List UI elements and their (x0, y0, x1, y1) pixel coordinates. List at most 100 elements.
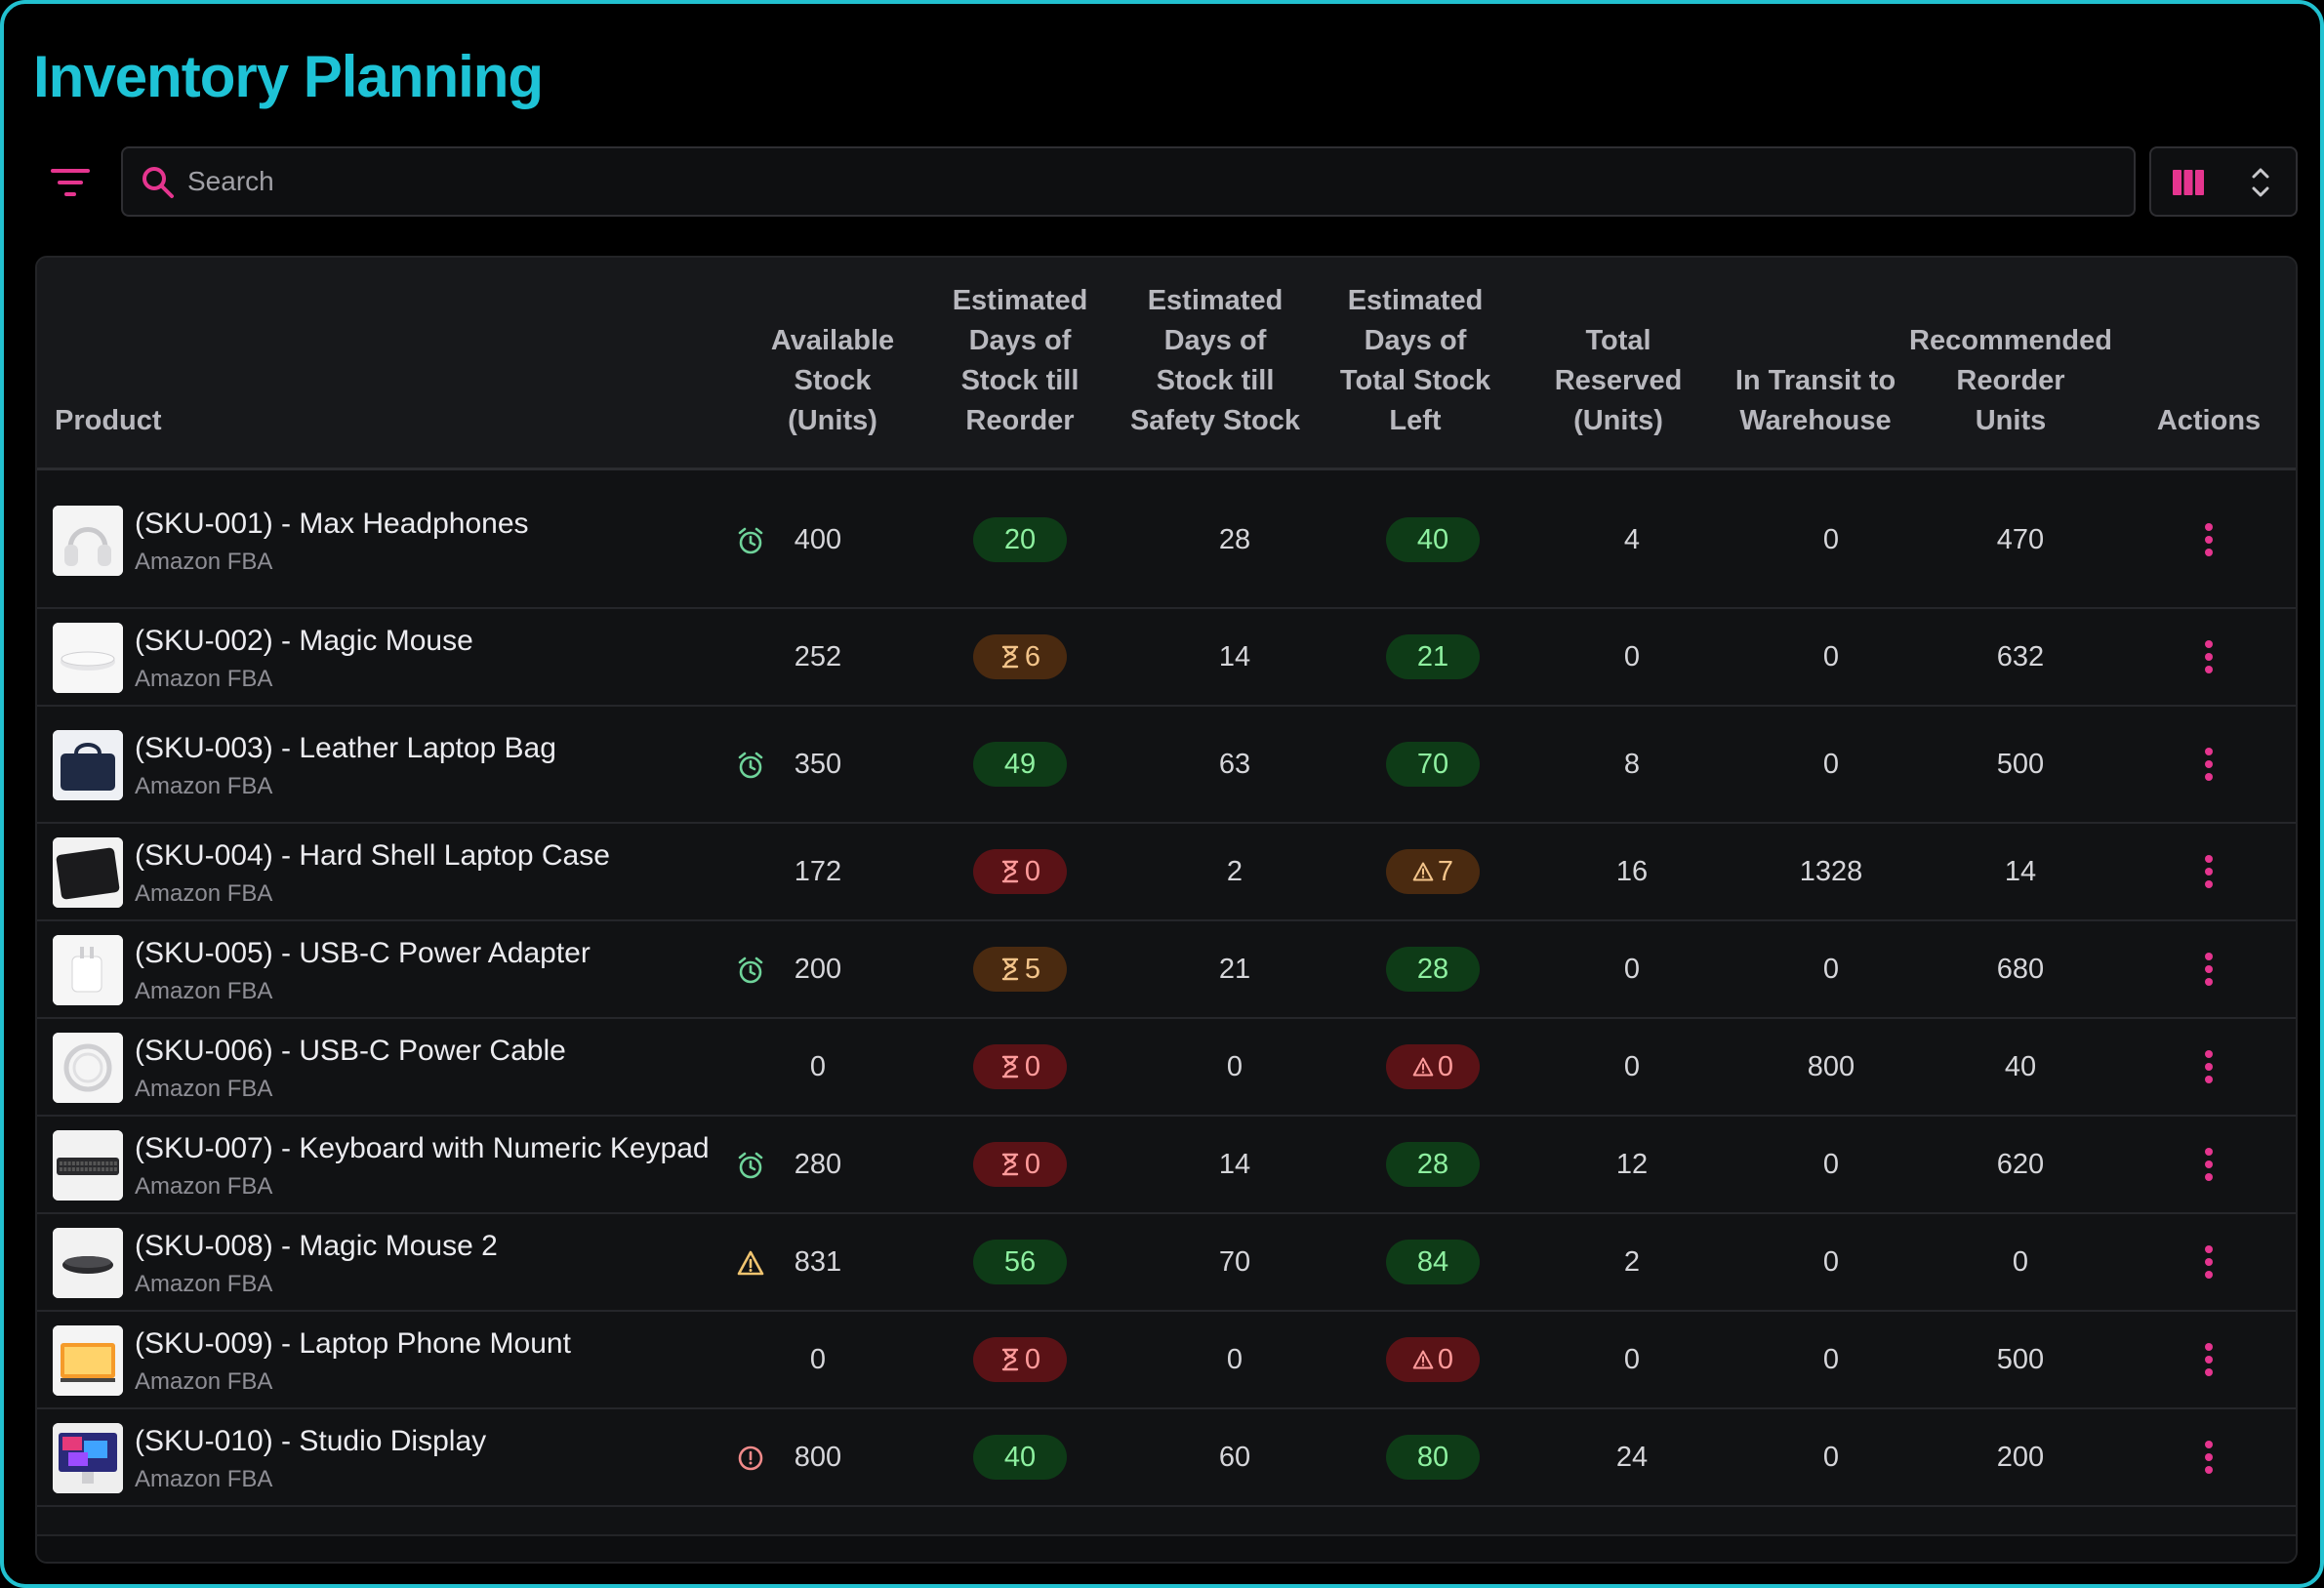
more-vertical-icon (2205, 953, 2213, 986)
alarm-clock-icon (738, 752, 763, 779)
days-safety-value: 2 (1226, 855, 1244, 887)
recommended-reorder-value: 500 (1996, 748, 2045, 780)
product-name[interactable]: (SKU-009) - Laptop Phone Mount (135, 1327, 571, 1360)
product-thumbnail (53, 1033, 123, 1103)
days-total-badge: 84 (1386, 1240, 1480, 1284)
table-row[interactable]: (SKU-010) - Studio Display Amazon FBA 800 4… (37, 1409, 2296, 1507)
product-thumbnail (53, 1228, 123, 1298)
days-total-value: 7 (1437, 855, 1454, 887)
table-row[interactable]: (SKU-003) - Leather Laptop Bag Amazon FBA… (37, 707, 2296, 824)
header-line: Reorder (965, 405, 1075, 436)
filter-button[interactable] (47, 163, 94, 202)
in-transit-value: 0 (1822, 953, 1840, 985)
row-actions-button[interactable] (2116, 472, 2296, 607)
header-line: Total (1585, 325, 1651, 356)
days-reorder-value: 0 (1024, 1148, 1041, 1180)
total-reserved-value: 0 (1623, 640, 1641, 672)
search-input[interactable] (187, 148, 2120, 215)
days-reorder-cell: 20 (927, 472, 1113, 607)
header-product[interactable]: Product (55, 258, 347, 470)
row-actions-button[interactable] (2116, 1019, 2296, 1115)
table-row[interactable]: (SKU-009) - Laptop Phone Mount Amazon FBA… (37, 1312, 2296, 1409)
days-total-value: 28 (1416, 1148, 1449, 1180)
product-name[interactable]: (SKU-005) - USB-C Power Adapter (135, 937, 591, 969)
warning-icon (1412, 1057, 1434, 1077)
warning-triangle-icon (737, 1250, 764, 1276)
more-vertical-icon (2205, 1245, 2213, 1279)
in-transit-value: 0 (1822, 1245, 1840, 1278)
product-name[interactable]: (SKU-010) - Studio Display (135, 1425, 487, 1457)
row-actions-button[interactable] (2116, 707, 2296, 822)
days-total-badge: 80 (1386, 1435, 1480, 1480)
days-total-value: 80 (1416, 1441, 1449, 1473)
table-row[interactable]: (SKU-002) - Magic Mouse Amazon FBA 252 6 14 2… (37, 609, 2296, 707)
header-recommended-label: Recommended Reorder Units (1909, 321, 2112, 441)
header-available-stock[interactable]: Available Stock (Units) (720, 258, 945, 470)
product-name[interactable]: (SKU-001) - Max Headphones (135, 508, 529, 540)
available-stock-value: 172 (794, 856, 842, 887)
days-total-badge: 7 (1386, 849, 1480, 894)
days-total-cell: 21 (1335, 609, 1530, 705)
header-in-transit[interactable]: In Transit to Warehouse (1718, 258, 1913, 470)
chevron-updown-icon (2252, 168, 2269, 197)
days-reorder-badge: 5 (973, 947, 1067, 992)
header-line: Reserved (1554, 365, 1683, 396)
total-reserved-value: 12 (1615, 1148, 1649, 1180)
product-channel: Amazon FBA (135, 1173, 273, 1200)
total-reserved-value: 0 (1623, 1050, 1641, 1082)
row-actions-button[interactable] (2116, 1214, 2296, 1310)
table-row[interactable]: (SKU-006) - USB-C Power Cable Amazon FBA 0… (37, 1019, 2296, 1117)
more-vertical-icon (2205, 1148, 2213, 1181)
header-line: Warehouse (1739, 405, 1892, 436)
hourglass-icon (1001, 1348, 1019, 1371)
header-line: Total Stock (1339, 365, 1491, 396)
table-row[interactable]: (SKU-008) - Magic Mouse 2 Amazon FBA 831 56… (37, 1214, 2296, 1312)
header-recommended[interactable]: Recommended Reorder Units (1903, 258, 2118, 470)
row-actions-button[interactable] (2116, 1117, 2296, 1212)
header-line: Left (1389, 405, 1442, 436)
product-name[interactable]: (SKU-008) - Magic Mouse 2 (135, 1230, 498, 1262)
days-reorder-value: 40 (1003, 1441, 1037, 1473)
product-name[interactable]: (SKU-006) - USB-C Power Cable (135, 1035, 566, 1067)
days-reorder-cell: 0 (927, 1019, 1113, 1115)
row-actions-button[interactable] (2116, 824, 2296, 919)
column-settings-button[interactable] (2149, 146, 2298, 217)
days-safety-value: 14 (1218, 640, 1251, 672)
available-stock-value: 350 (794, 749, 842, 780)
days-safety-value: 21 (1218, 953, 1251, 985)
row-actions-button[interactable] (2116, 1409, 2296, 1505)
product-name[interactable]: (SKU-003) - Leather Laptop Bag (135, 732, 556, 764)
horizontal-scrollbar[interactable] (37, 1534, 2296, 1562)
days-total-cell: 80 (1335, 1409, 1530, 1505)
table-row[interactable]: (SKU-005) - USB-C Power Adapter Amazon FB… (37, 921, 2296, 1019)
product-name[interactable]: (SKU-004) - Hard Shell Laptop Case (135, 839, 610, 872)
table-row[interactable]: (SKU-001) - Max Headphones Amazon FBA 400 2… (37, 472, 2296, 609)
product-name[interactable]: (SKU-002) - Magic Mouse (135, 625, 473, 657)
table-row[interactable]: (SKU-007) - Keyboard with Numeric Keypad… (37, 1117, 2296, 1214)
recommended-reorder-value: 470 (1996, 523, 2045, 555)
in-transit-value: 0 (1822, 1441, 1840, 1473)
days-reorder-value: 0 (1024, 855, 1041, 887)
header-days-total[interactable]: Estimated Days of Total Stock Left (1318, 258, 1513, 470)
days-reorder-value: 0 (1024, 1343, 1041, 1375)
days-reorder-cell: 5 (927, 921, 1113, 1017)
product-channel: Amazon FBA (135, 880, 273, 907)
row-actions-button[interactable] (2116, 609, 2296, 705)
search-box[interactable] (121, 146, 2136, 217)
header-line: (Units) (1573, 405, 1663, 436)
days-reorder-value: 49 (1003, 748, 1037, 780)
available-stock-value: 280 (794, 1149, 842, 1180)
product-channel: Amazon FBA (135, 1076, 273, 1102)
header-days-safety[interactable]: Estimated Days of Stock till Safety Stock (1113, 258, 1318, 470)
header-total-reserved[interactable]: Total Reserved (Units) (1521, 258, 1716, 470)
days-total-badge: 28 (1386, 1142, 1480, 1187)
header-days-reorder[interactable]: Estimated Days of Stock till Reorder (927, 258, 1113, 470)
row-actions-button[interactable] (2116, 1312, 2296, 1407)
days-reorder-badge: 20 (973, 517, 1067, 562)
product-name[interactable]: (SKU-007) - Keyboard with Numeric Keypad (135, 1132, 710, 1164)
days-reorder-value: 56 (1003, 1245, 1037, 1278)
row-actions-button[interactable] (2116, 921, 2296, 1017)
table-row[interactable]: (SKU-004) - Hard Shell Laptop Case Amazon… (37, 824, 2296, 921)
days-total-badge: 70 (1386, 742, 1480, 787)
available-stock-value: 400 (794, 524, 842, 555)
